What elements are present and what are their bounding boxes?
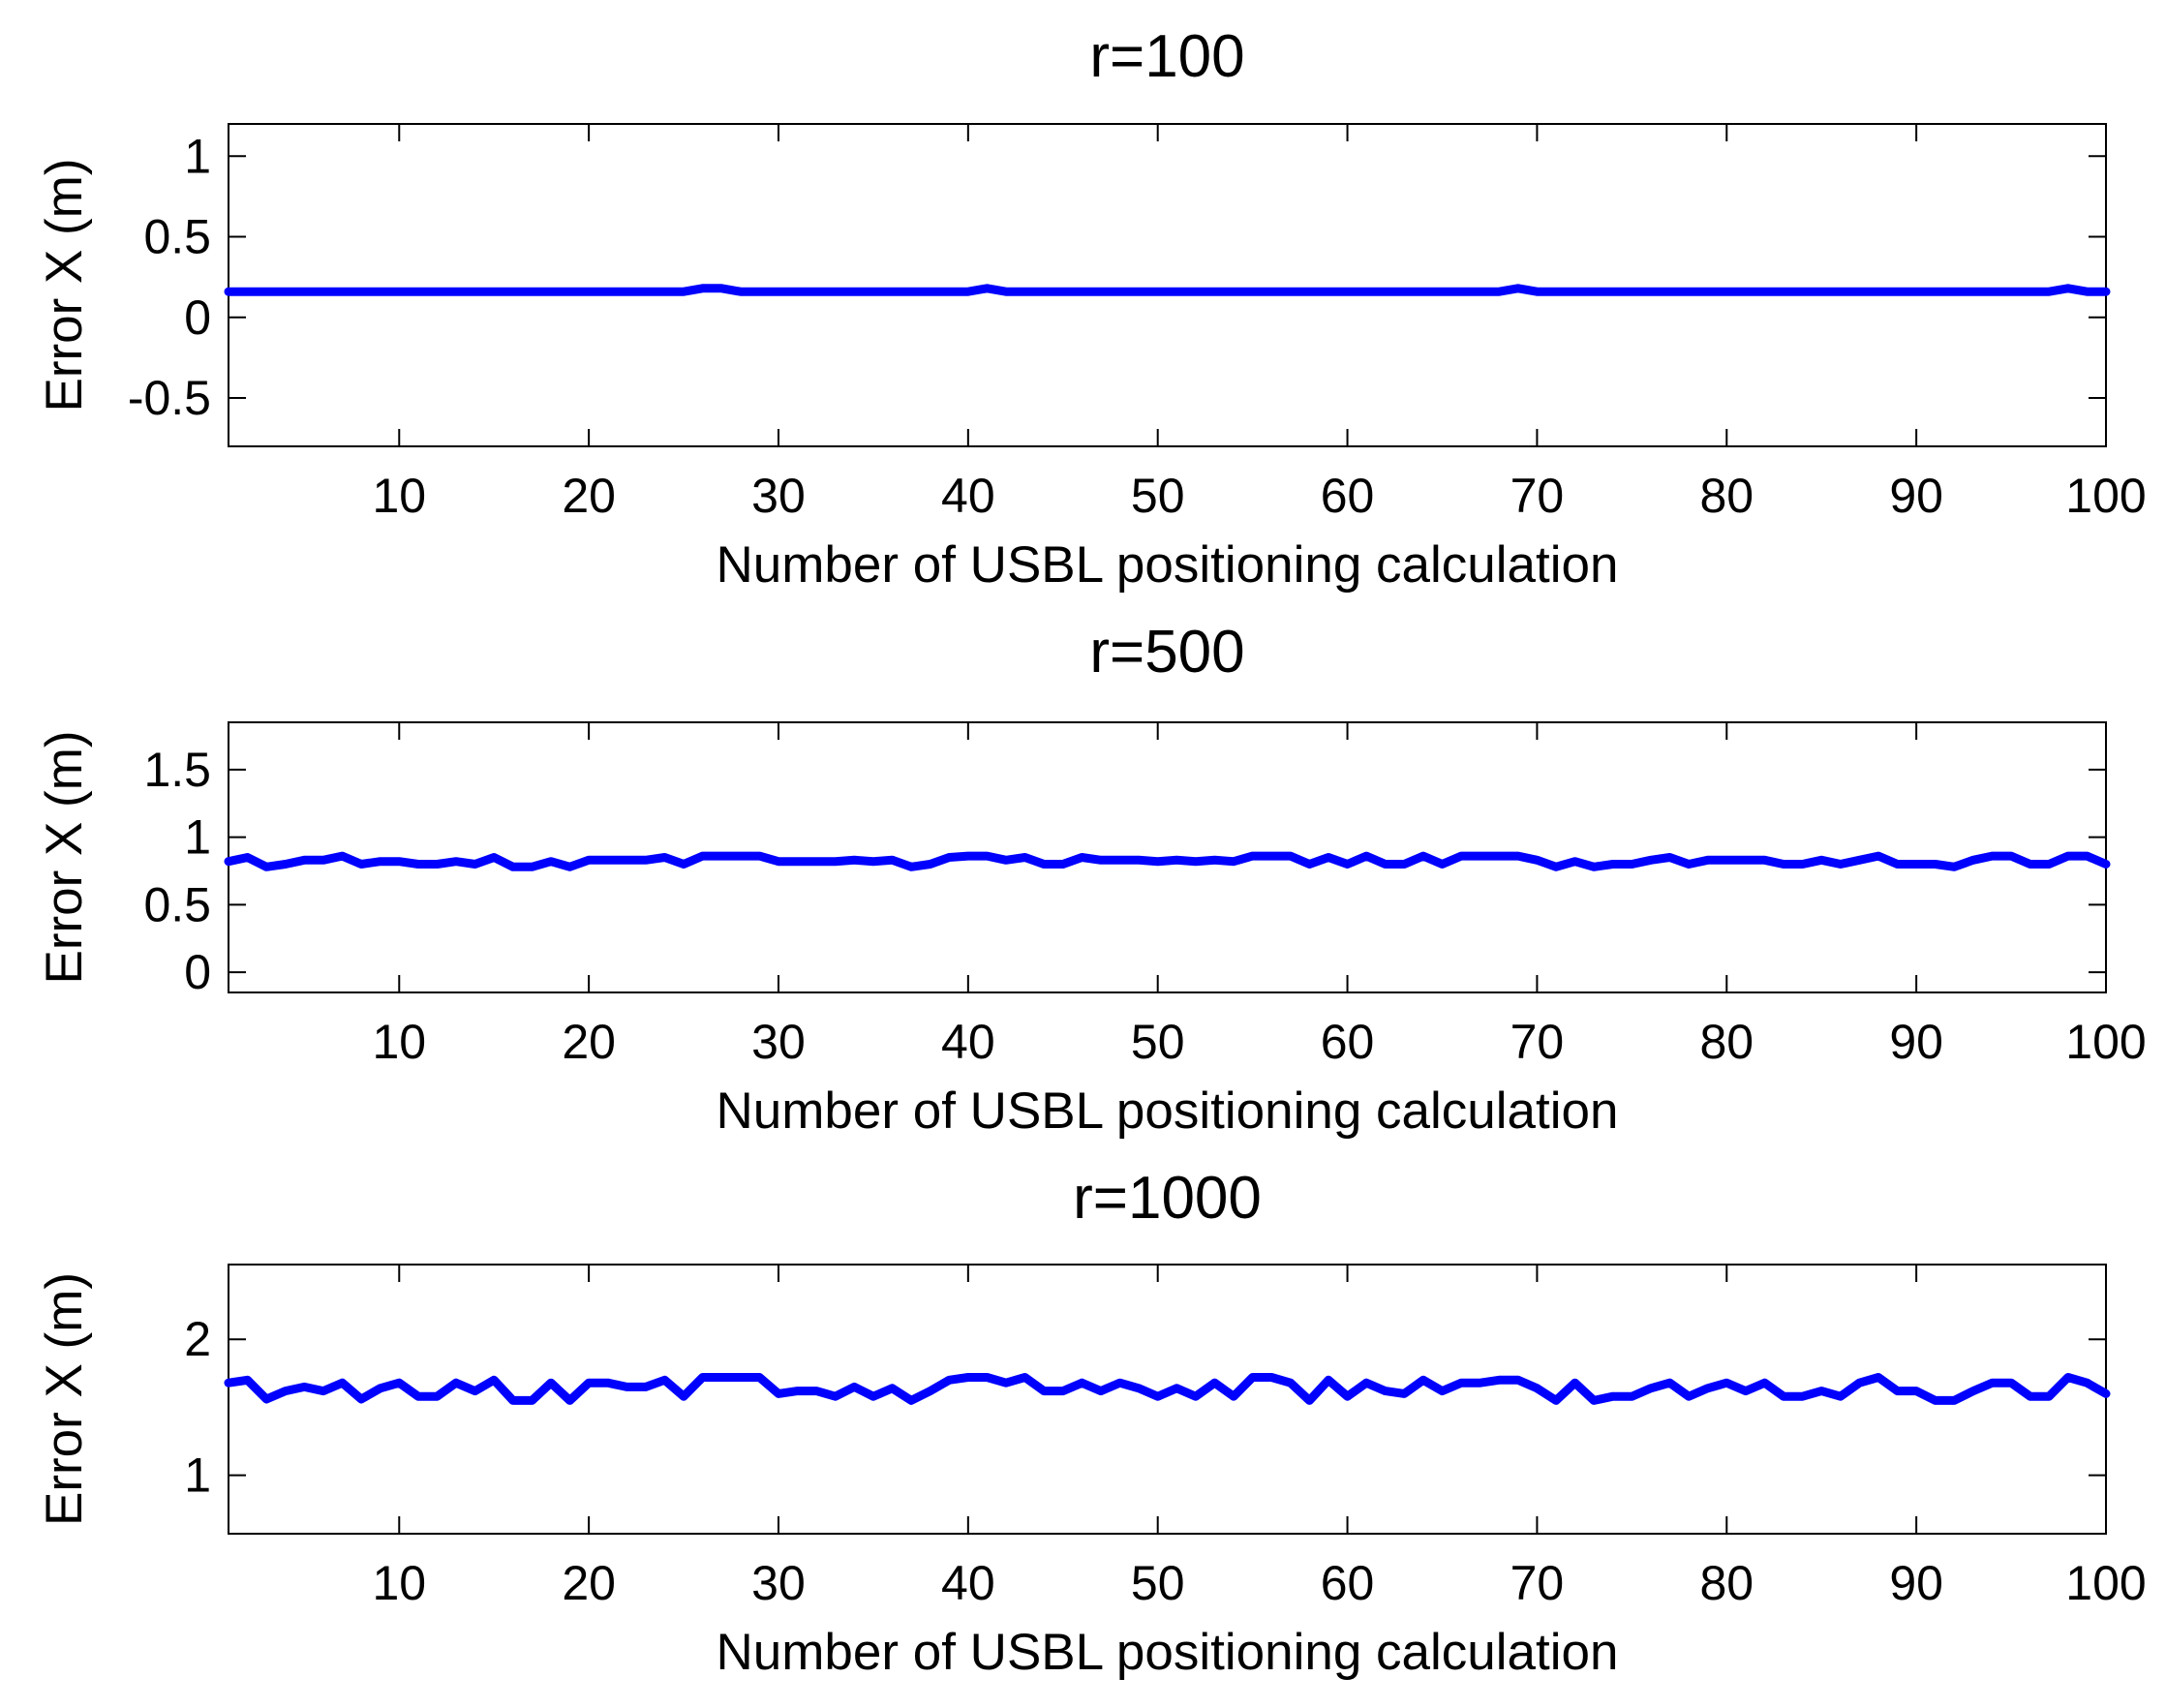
series-line: [224, 1373, 2111, 1405]
x-tick-label: 20: [562, 469, 616, 523]
x-tick-label: 70: [1510, 1015, 1565, 1069]
x-tick-label: 30: [751, 1556, 806, 1610]
y-tick-label: 2: [184, 1312, 211, 1366]
y-tick-label: 1.5: [143, 743, 211, 797]
chart-title: r=100: [1089, 23, 1244, 90]
x-tick-label: 90: [1889, 469, 1943, 523]
y-tick-label: 0: [184, 290, 211, 345]
y-tick-label: 0.5: [143, 877, 211, 931]
x-tick-label: 70: [1510, 469, 1565, 523]
axes-frame: [228, 123, 2107, 447]
x-tick-label: 80: [1699, 469, 1754, 523]
x-tick-label: 90: [1889, 1015, 1943, 1069]
x-tick-label: 80: [1699, 1015, 1754, 1069]
x-axis: 10 20 30 40 50 60 70 80 90 100: [372, 722, 2147, 1069]
series-group: [224, 1373, 2111, 1405]
x-tick-label: 60: [1321, 1015, 1375, 1069]
y-axis-label: Error X (m): [36, 730, 93, 984]
y-tick-label: 1: [184, 810, 211, 865]
y-axis-label: Error X (m): [36, 158, 93, 412]
x-tick-label: 40: [941, 469, 995, 523]
x-tick-label: 60: [1321, 1556, 1375, 1610]
chart-title: r=1000: [1073, 1165, 1262, 1232]
y-tick-label: 0.5: [143, 210, 211, 264]
x-tick-label: 50: [1131, 1556, 1185, 1610]
chart-title: r=500: [1089, 619, 1244, 686]
x-axis: 10 20 30 40 50 60 70 80 90 100: [372, 1265, 2147, 1610]
x-tick-label: 50: [1131, 1015, 1185, 1069]
x-tick-label: 50: [1131, 469, 1185, 523]
x-axis: 10 20 30 40 50 60 70 80 90 100: [372, 124, 2147, 523]
x-tick-label: 20: [562, 1556, 616, 1610]
y-axis: 12: [184, 1312, 2106, 1503]
y-axis: -0.5 0 0.5 1: [128, 129, 2106, 425]
y-tick-label: -0.5: [128, 371, 211, 425]
y-tick-label: 0: [184, 945, 211, 999]
x-tick-label: 30: [751, 469, 806, 523]
x-tick-label: 30: [751, 1015, 806, 1069]
x-tick-label: 80: [1699, 1556, 1754, 1610]
series-line: [224, 851, 2111, 871]
y-tick-label: 1: [184, 1449, 211, 1503]
subplot-r1000: r=1000 10 20 30 40 50 60 70 80 90 100 12 Number o…: [36, 1165, 2147, 1681]
x-tick-label: 100: [2065, 469, 2146, 523]
y-axis-label: Error X (m): [36, 1272, 93, 1526]
x-axis-label: Number of USBL positioning calculation: [717, 1083, 1619, 1140]
x-tick-label: 100: [2065, 1015, 2146, 1069]
x-tick-label: 10: [372, 1015, 426, 1069]
x-tick-label: 40: [941, 1015, 995, 1069]
x-tick-label: 60: [1321, 469, 1375, 523]
x-tick-label: 90: [1889, 1556, 1943, 1610]
x-axis-label: Number of USBL positioning calculation: [717, 536, 1619, 594]
series-group: [224, 851, 2111, 871]
x-tick-label: 100: [2065, 1556, 2146, 1610]
x-tick-label: 10: [372, 1556, 426, 1610]
x-tick-label: 70: [1510, 1556, 1565, 1610]
subplot-r100: r=100 10 20 30 40 50 60 70 80 90 100 -0.5 0 0.5 1 Nu…: [36, 23, 2147, 594]
series-line: [224, 284, 2111, 296]
series-group: [224, 284, 2111, 296]
y-axis: 0 0.5 1 1.5: [143, 743, 2106, 999]
x-tick-label: 20: [562, 1015, 616, 1069]
y-tick-label: 1: [184, 129, 211, 183]
x-tick-label: 10: [372, 469, 426, 523]
x-tick-label: 40: [941, 1556, 995, 1610]
subplot-r500: r=500 10 20 30 40 50 60 70 80 90 100 0 0.5 1 1.5 Num…: [36, 619, 2147, 1140]
x-axis-label: Number of USBL positioning calculation: [717, 1624, 1619, 1681]
